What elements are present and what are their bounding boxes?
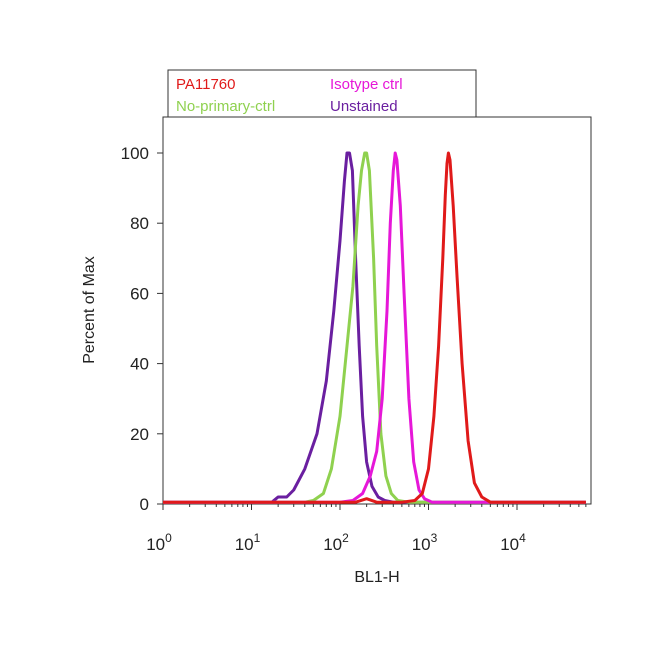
series-lines bbox=[163, 151, 586, 504]
y-tick-label: 60 bbox=[130, 284, 149, 303]
y-tick-label: 0 bbox=[140, 495, 149, 514]
series-line-no-primary-ctrl bbox=[163, 151, 586, 504]
series-line-isotype-ctrl bbox=[163, 151, 586, 504]
x-tick-label: 103 bbox=[412, 531, 438, 554]
x-axis-title: BL1-H bbox=[354, 569, 399, 586]
legend-entry-pa11760: PA11760 bbox=[176, 76, 236, 93]
y-tick-label: 80 bbox=[130, 214, 149, 233]
y-tick-label: 40 bbox=[130, 355, 149, 374]
series-line-unstained bbox=[163, 151, 586, 504]
legend-entry-no-primary-ctrl: No-primary-ctrl bbox=[176, 98, 275, 115]
x-tick-label: 101 bbox=[235, 531, 261, 554]
x-tick-label: 100 bbox=[146, 531, 172, 554]
plot-frame bbox=[162, 116, 592, 505]
x-tick-label: 102 bbox=[323, 531, 349, 554]
x-axis: 100 101 102 103 104 bbox=[146, 504, 587, 554]
y-tick-label: 20 bbox=[130, 425, 149, 444]
y-axis: 0 20 40 60 80 100 bbox=[121, 144, 163, 514]
y-axis-title: Percent of Max bbox=[81, 256, 98, 364]
legend-box bbox=[167, 69, 477, 118]
y-tick-label: 100 bbox=[121, 144, 149, 163]
legend: PA11760 Isotype ctrl No-primary-ctrl Uns… bbox=[167, 69, 477, 118]
legend-entry-isotype-ctrl: Isotype ctrl bbox=[330, 76, 403, 93]
x-tick-label: 104 bbox=[500, 531, 526, 554]
series-line-pa11760 bbox=[163, 151, 586, 504]
legend-entry-unstained: Unstained bbox=[330, 98, 398, 115]
